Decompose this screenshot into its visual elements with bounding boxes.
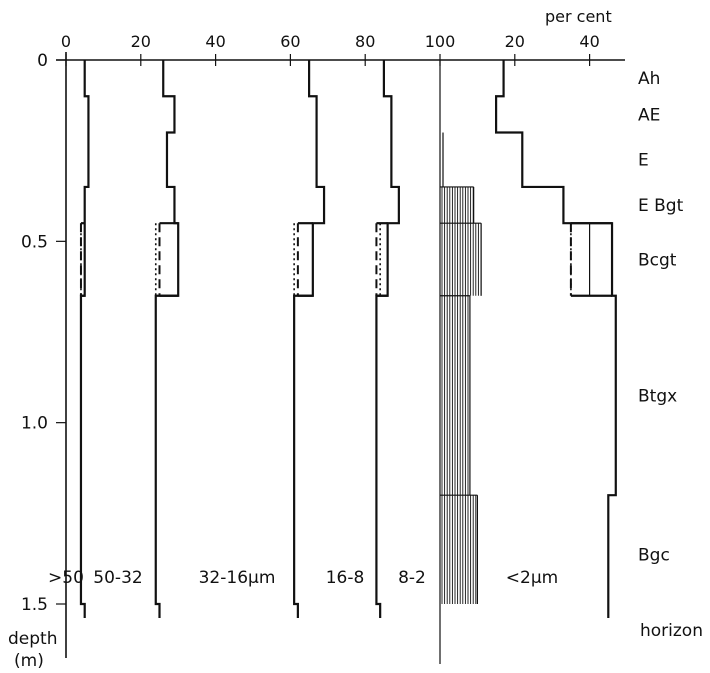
top-tick-label: 40: [579, 32, 599, 51]
series-line: [79, 60, 90, 618]
horizon-label: AE: [638, 105, 660, 125]
horizon-column-label: horizon: [640, 621, 703, 641]
series-line: [154, 60, 180, 618]
fraction-label: 8-2: [398, 568, 426, 588]
top-tick-label: 80: [355, 32, 375, 51]
horizon-label: E: [638, 151, 649, 171]
fraction-label: >50: [48, 568, 84, 588]
y-tick-label: 0.5: [21, 232, 48, 252]
top-axis-unit: per cent: [545, 7, 612, 26]
fraction-labels: >50 50-32 32-16µm 16-8 8-2 <2µm: [48, 568, 558, 588]
y-axis-title: depth: [8, 629, 57, 649]
y-tick-label: 1.0: [21, 414, 48, 434]
horizon-label: Ah: [638, 69, 660, 89]
y-tick-label: 0: [37, 51, 48, 71]
top-tick-label: 20: [131, 32, 151, 51]
series-line: [293, 60, 326, 618]
horizon-labels: Ah AE E E Bgt Bcgt Btgx Bgc: [638, 69, 684, 565]
y-tick-label: 1.5: [21, 595, 48, 615]
top-tick-label: 40: [205, 32, 225, 51]
series-line: [495, 60, 617, 618]
top-tick-label: 20: [505, 32, 525, 51]
horizon-label: Bgc: [638, 545, 670, 565]
clay-hatch-area: [440, 132, 482, 604]
horizon-label: Bcgt: [638, 250, 677, 270]
y-axis-ticks: 0 0.5 1.0 1.5: [21, 51, 66, 615]
fraction-label: 32-16µm: [199, 568, 276, 588]
fraction-label: <2µm: [506, 568, 558, 588]
top-tick-label: 60: [280, 32, 300, 51]
y-axis-unit: (m): [14, 651, 44, 671]
fraction-label: 50-32: [93, 568, 142, 588]
series-group: [79, 60, 617, 618]
top-axis-ticks: 0 20 40 60 80 100 20 40: [61, 32, 600, 66]
top-tick-label: 0: [61, 32, 71, 51]
horizon-label: Btgx: [638, 386, 677, 406]
series-line: [375, 60, 400, 618]
top-tick-label: 100: [425, 32, 456, 51]
fraction-label: 16-8: [326, 568, 365, 588]
horizon-label: E Bgt: [638, 196, 684, 216]
